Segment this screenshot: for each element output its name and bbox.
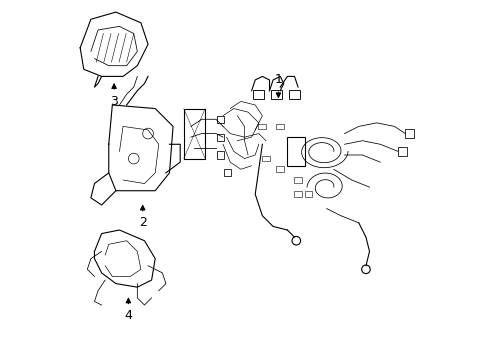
Bar [183, 109, 205, 158]
Bar [275, 166, 283, 172]
Bar [253, 90, 264, 99]
Text: 3: 3 [110, 84, 118, 108]
Bar [216, 152, 224, 158]
Text: 1: 1 [274, 73, 282, 98]
Bar [275, 123, 283, 129]
Bar [288, 90, 299, 99]
Bar [224, 169, 230, 176]
Bar [287, 137, 305, 166]
Bar [258, 123, 265, 129]
Bar [405, 129, 413, 138]
Bar [397, 147, 406, 156]
Bar [216, 116, 224, 123]
Bar [293, 177, 301, 183]
Text: 2: 2 [139, 206, 146, 229]
Bar [216, 134, 224, 141]
Bar [293, 192, 301, 197]
Bar [261, 156, 269, 161]
Text: 4: 4 [124, 298, 132, 322]
Bar [304, 192, 312, 197]
Bar [271, 90, 282, 99]
